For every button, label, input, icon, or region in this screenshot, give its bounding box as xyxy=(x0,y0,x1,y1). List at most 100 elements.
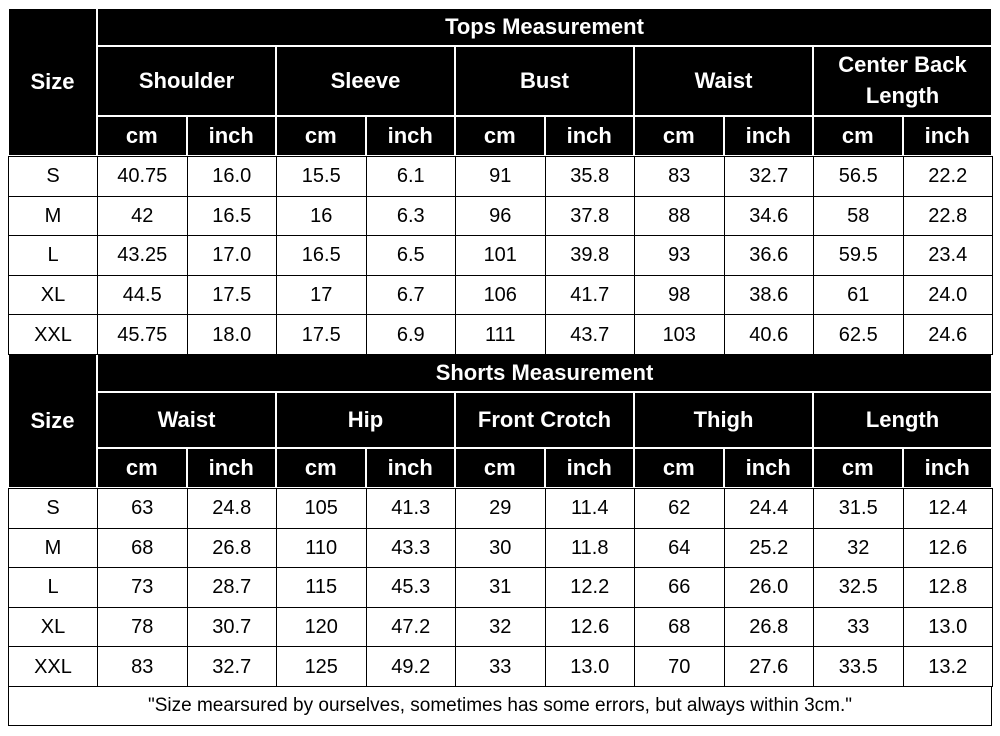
value-cell: 13.0 xyxy=(544,646,635,687)
value-cell: 6.3 xyxy=(365,195,456,237)
value-cell: 24.0 xyxy=(902,274,993,316)
value-cell: 83 xyxy=(634,156,725,197)
value-cell: 17.5 xyxy=(186,274,277,316)
unit-header: cm xyxy=(814,117,902,155)
value-cell: 39.8 xyxy=(544,235,635,276)
value-cell: 12.2 xyxy=(544,567,635,608)
value-cell: 73 xyxy=(97,567,188,608)
value-cell: 61 xyxy=(813,274,904,316)
value-cell: 12.8 xyxy=(902,567,993,608)
group-header: Bust xyxy=(456,47,633,115)
value-cell: 16.5 xyxy=(186,195,277,237)
group-header: Hip xyxy=(277,393,454,447)
value-cell: 45.75 xyxy=(97,314,188,355)
value-cell: 6.5 xyxy=(365,235,456,276)
value-cell: 47.2 xyxy=(365,606,456,648)
value-cell: 68 xyxy=(634,606,725,648)
value-cell: 32.7 xyxy=(723,156,814,197)
value-cell: 17.5 xyxy=(276,314,367,355)
value-cell: 35.8 xyxy=(544,156,635,197)
value-cell: 33 xyxy=(455,646,546,687)
value-cell: 23.4 xyxy=(902,235,993,276)
value-cell: 32.5 xyxy=(813,567,904,608)
value-cell: 96 xyxy=(455,195,546,237)
value-cell: 31.5 xyxy=(813,488,904,529)
size-header: Size xyxy=(9,9,96,155)
value-cell: 62 xyxy=(634,488,725,529)
table-title: Shorts Measurement xyxy=(98,355,991,391)
value-cell: 101 xyxy=(455,235,546,276)
value-cell: 78 xyxy=(97,606,188,648)
value-cell: 12.6 xyxy=(544,606,635,648)
value-cell: 22.2 xyxy=(902,156,993,197)
size-cell: XL xyxy=(8,606,98,648)
group-header: Length xyxy=(814,393,991,447)
value-cell: 56.5 xyxy=(813,156,904,197)
value-cell: 26.8 xyxy=(186,527,277,569)
value-cell: 88 xyxy=(634,195,725,237)
value-cell: 110 xyxy=(276,527,367,569)
value-cell: 29 xyxy=(455,488,546,529)
value-cell: 24.8 xyxy=(186,488,277,529)
unit-header: cm xyxy=(635,117,723,155)
group-header: Thigh xyxy=(635,393,812,447)
unit-header: cm xyxy=(814,449,902,487)
value-cell: 115 xyxy=(276,567,367,608)
size-cell: XXL xyxy=(8,646,98,687)
value-cell: 59.5 xyxy=(813,235,904,276)
value-cell: 13.2 xyxy=(902,646,993,687)
value-cell: 17.0 xyxy=(186,235,277,276)
size-cell: M xyxy=(8,527,98,569)
value-cell: 15.5 xyxy=(276,156,367,197)
value-cell: 26.8 xyxy=(723,606,814,648)
value-cell: 38.6 xyxy=(723,274,814,316)
value-cell: 32.7 xyxy=(186,646,277,687)
unit-header: cm xyxy=(98,449,186,487)
group-header: Waist xyxy=(98,393,275,447)
value-cell: 43.25 xyxy=(97,235,188,276)
group-header: Sleeve xyxy=(277,47,454,115)
unit-header: inch xyxy=(545,449,633,487)
value-cell: 26.0 xyxy=(723,567,814,608)
table-title: Tops Measurement xyxy=(98,9,991,45)
value-cell: 12.6 xyxy=(902,527,993,569)
value-cell: 11.4 xyxy=(544,488,635,529)
group-header: Center Back Length xyxy=(814,47,991,115)
value-cell: 43.7 xyxy=(544,314,635,355)
group-header: Front Crotch xyxy=(456,393,633,447)
value-cell: 16 xyxy=(276,195,367,237)
value-cell: 6.9 xyxy=(365,314,456,355)
unit-header: inch xyxy=(187,117,275,155)
value-cell: 13.0 xyxy=(902,606,993,648)
value-cell: 40.6 xyxy=(723,314,814,355)
value-cell: 98 xyxy=(634,274,725,316)
size-cell: S xyxy=(8,488,98,529)
value-cell: 24.4 xyxy=(723,488,814,529)
value-cell: 45.3 xyxy=(365,567,456,608)
value-cell: 41.3 xyxy=(365,488,456,529)
value-cell: 24.6 xyxy=(902,314,993,355)
unit-header: inch xyxy=(903,449,991,487)
value-cell: 62.5 xyxy=(813,314,904,355)
value-cell: 83 xyxy=(97,646,188,687)
value-cell: 32 xyxy=(455,606,546,648)
value-cell: 33.5 xyxy=(813,646,904,687)
value-cell: 31 xyxy=(455,567,546,608)
value-cell: 66 xyxy=(634,567,725,608)
value-cell: 25.2 xyxy=(723,527,814,569)
unit-header: cm xyxy=(456,449,544,487)
unit-header: cm xyxy=(635,449,723,487)
value-cell: 111 xyxy=(455,314,546,355)
size-cell: L xyxy=(8,235,98,276)
size-cell: L xyxy=(8,567,98,608)
value-cell: 18.0 xyxy=(186,314,277,355)
value-cell: 49.2 xyxy=(365,646,456,687)
value-cell: 30.7 xyxy=(186,606,277,648)
unit-header: inch xyxy=(366,117,454,155)
size-cell: XL xyxy=(8,274,98,316)
value-cell: 32 xyxy=(813,527,904,569)
value-cell: 28.7 xyxy=(186,567,277,608)
value-cell: 37.8 xyxy=(544,195,635,237)
value-cell: 6.1 xyxy=(365,156,456,197)
